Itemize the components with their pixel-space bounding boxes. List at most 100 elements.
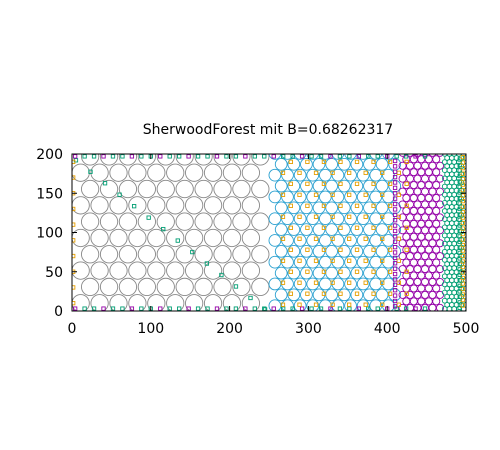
data-point [344, 190, 357, 204]
data-point [167, 306, 172, 311]
data-point [424, 168, 433, 177]
data-point [194, 154, 213, 166]
data-point [288, 159, 293, 164]
data-point [375, 306, 380, 311]
data-point [287, 288, 301, 302]
data-point [460, 182, 465, 187]
data-point [318, 212, 332, 226]
data-point [214, 306, 220, 311]
data-point [392, 158, 398, 164]
data-point [233, 306, 239, 311]
data-point [120, 306, 125, 311]
data-point [158, 154, 163, 159]
data-point [375, 154, 380, 159]
data-point [268, 212, 282, 226]
data-point [203, 196, 223, 215]
data-point [185, 163, 204, 182]
data-point [375, 223, 389, 236]
data-point [457, 267, 462, 272]
x-tick-label: 500 [453, 321, 480, 337]
data-point [460, 176, 465, 182]
data-point [460, 270, 465, 275]
data-point [375, 244, 389, 258]
data-point [287, 266, 301, 280]
data-point [421, 187, 430, 196]
data-point [274, 223, 288, 236]
data-point [344, 168, 357, 182]
data-point [392, 277, 398, 282]
data-point [219, 272, 224, 278]
data-point [321, 269, 327, 274]
data-point [131, 204, 137, 209]
data-point [347, 214, 352, 219]
data-point [460, 286, 465, 292]
data-point [457, 212, 462, 217]
data-point [344, 154, 357, 160]
data-point [203, 228, 223, 248]
data-point [325, 201, 339, 215]
data-point [81, 179, 100, 199]
data-point [287, 244, 301, 258]
data-point [457, 283, 462, 289]
data-point [318, 277, 332, 291]
data-point [305, 291, 310, 296]
data-point [369, 234, 383, 247]
data-point [337, 154, 343, 159]
data-point [268, 154, 282, 160]
data-point [90, 228, 109, 248]
data-point [300, 201, 313, 215]
data-point [380, 258, 385, 263]
data-point [90, 196, 109, 215]
data-point [413, 306, 418, 311]
data-point [330, 302, 335, 307]
data-point [413, 161, 422, 170]
data-point [110, 154, 116, 159]
data-point [321, 159, 327, 164]
data-point [268, 190, 282, 204]
data-point [129, 154, 135, 159]
data-point [72, 159, 76, 164]
x-tick-label: 300 [295, 321, 322, 337]
data-point [347, 280, 352, 285]
data-point [331, 154, 345, 160]
data-point [392, 239, 398, 244]
data-point [375, 288, 389, 302]
data-point [72, 306, 78, 311]
data-point [356, 299, 370, 311]
data-point [413, 290, 422, 299]
data-point [356, 212, 370, 226]
data-point [441, 154, 448, 157]
data-point [306, 212, 320, 226]
data-point [404, 291, 409, 296]
data-point [297, 258, 302, 263]
data-point [137, 154, 156, 166]
data-point [369, 154, 383, 160]
data-point [406, 239, 415, 248]
data-point [139, 306, 144, 311]
data-point [110, 306, 116, 311]
data-point [290, 306, 295, 311]
data-point [72, 253, 76, 259]
data-point [203, 163, 223, 182]
data-point [402, 206, 411, 215]
data-point [392, 164, 398, 169]
data-point [392, 218, 398, 223]
data-point [166, 228, 185, 248]
data-point [436, 187, 445, 196]
data-point [403, 154, 409, 159]
data-point [428, 239, 437, 248]
data-point [424, 284, 433, 293]
data-point [280, 214, 286, 219]
data-point [432, 206, 441, 215]
data-point [371, 247, 376, 252]
data-point [313, 192, 319, 197]
data-point [203, 261, 223, 280]
data-point [387, 269, 393, 274]
data-point [274, 201, 288, 215]
data-point [406, 154, 414, 157]
data-point [404, 225, 409, 230]
data-point [457, 190, 462, 195]
data-point [392, 223, 398, 228]
data-point [251, 245, 270, 264]
data-point [300, 266, 313, 280]
